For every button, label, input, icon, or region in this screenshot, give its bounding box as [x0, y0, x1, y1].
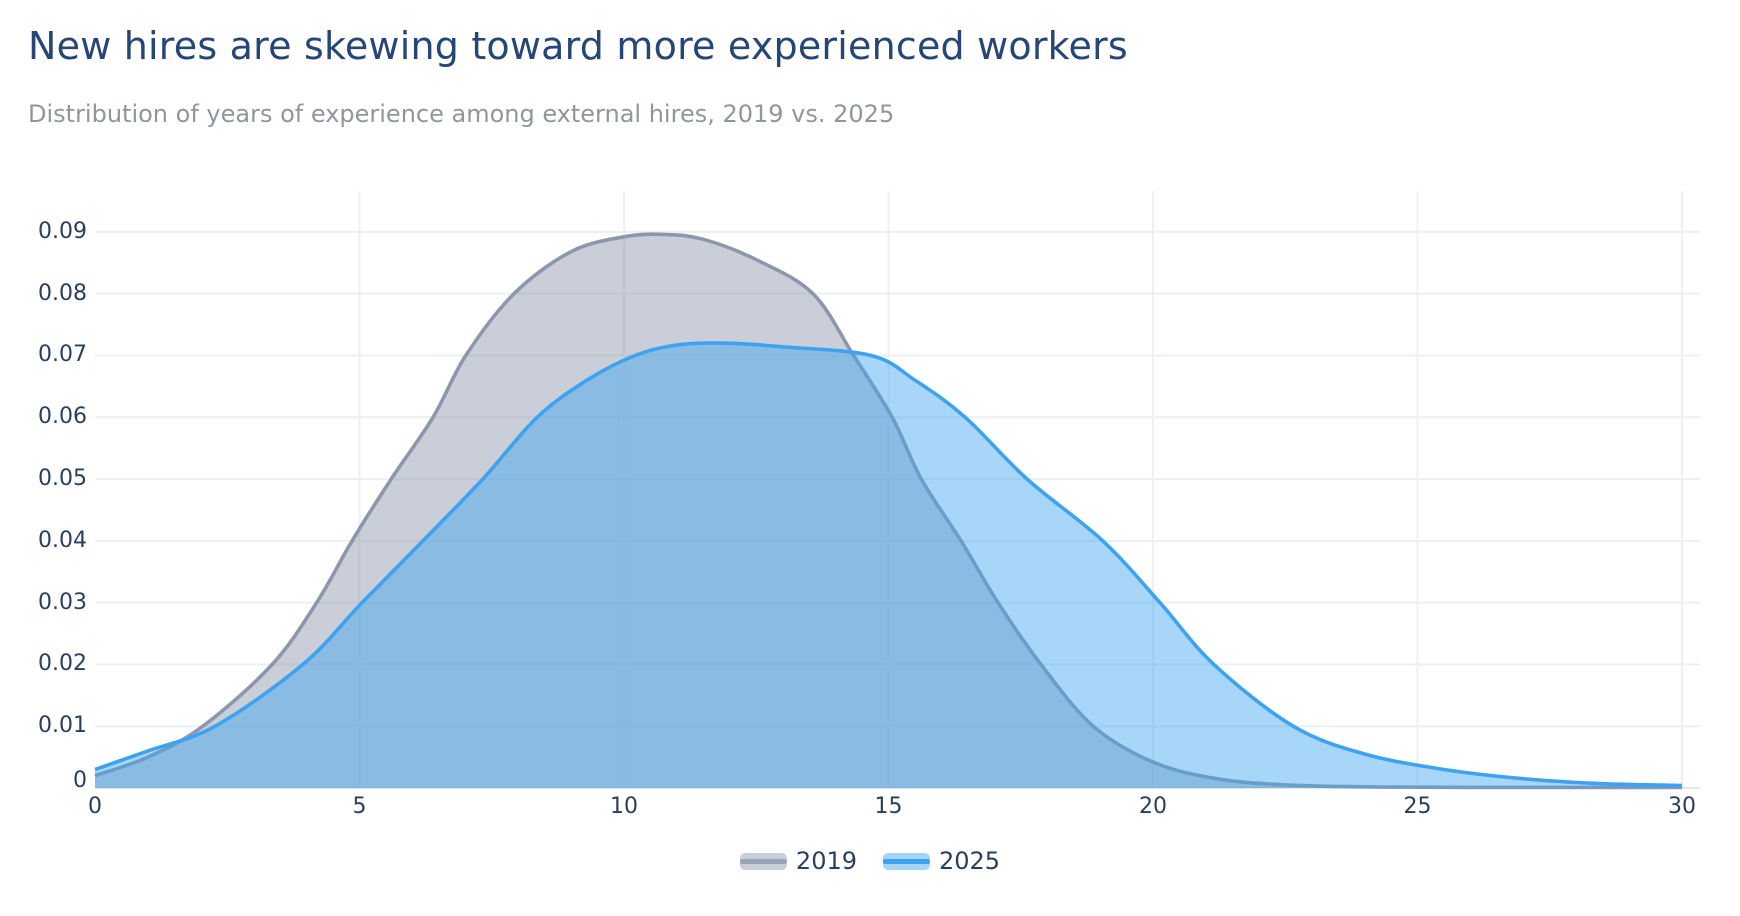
chart-subtitle: Distribution of years of experience amon… — [28, 100, 895, 128]
series-2025-line — [94, 341, 1683, 788]
legend-swatch-2025 — [883, 852, 930, 870]
y-tick-label: 0.04 — [38, 527, 87, 553]
x-tick-label: 20 — [1139, 794, 1167, 819]
y-tick-label: 0.02 — [38, 651, 87, 677]
y-tick-label: 0 — [73, 768, 87, 793]
legend-item-2019[interactable]: 2019 — [739, 847, 857, 875]
series-2019-line — [94, 232, 1683, 790]
x-tick-label: 10 — [610, 794, 638, 819]
y-tick-label: 0.06 — [38, 404, 87, 430]
y-tick-label: 0.03 — [38, 589, 87, 615]
legend-item-2025[interactable]: 2025 — [883, 849, 1000, 873]
y-tick-label: 0.09 — [38, 218, 87, 244]
series-2025-area — [95, 342, 1682, 788]
x-tick-label: 5 — [352, 794, 367, 819]
y-tick-label: 0.05 — [38, 466, 87, 492]
legend-label-2019: 2019 — [795, 847, 857, 875]
x-tick-label: 30 — [1668, 794, 1696, 819]
y-tick-label: 0.07 — [38, 342, 87, 368]
legend-swatch-2019 — [739, 852, 787, 870]
x-tick-label: 0 — [88, 794, 102, 819]
chart-title: New hires are skewing toward more experi… — [28, 24, 1128, 68]
legend: 2019 2025 — [739, 847, 1000, 875]
x-tick-label: 25 — [1403, 794, 1432, 819]
legend-label-2025: 2025 — [939, 847, 1001, 875]
x-tick-label: 15 — [874, 794, 903, 819]
y-tick-label: 0.08 — [38, 280, 87, 306]
y-tick-label: 0.01 — [38, 713, 87, 739]
series-2019-area — [95, 234, 1682, 788]
